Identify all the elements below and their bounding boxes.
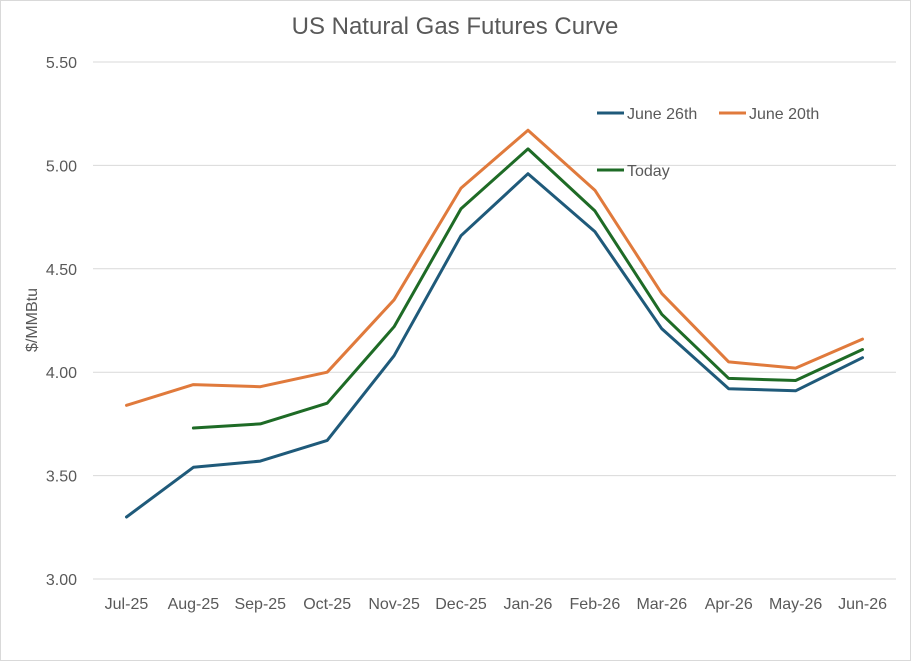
- gridlines: [93, 61, 896, 580]
- x-tick-label: Mar-26: [636, 596, 687, 613]
- y-tick-labels: 3.00 3.50 4.00 4.50 5.00 5.50: [46, 55, 77, 589]
- x-tick-label: Feb-26: [570, 596, 621, 613]
- x-tick-label: Aug-25: [168, 596, 220, 613]
- x-tick-label: Dec-25: [435, 596, 487, 613]
- x-tick-label: Jun-26: [838, 596, 887, 613]
- legend-label-today: Today: [627, 163, 670, 180]
- x-tick-label: Jan-26: [503, 596, 552, 613]
- y-tick-label: 5.50: [46, 55, 77, 72]
- y-tick-label: 4.50: [46, 262, 77, 279]
- x-tick-label: Oct-25: [303, 596, 351, 613]
- legend-label-june-20th: June 20th: [749, 106, 819, 123]
- x-tick-label: Jul-25: [105, 596, 149, 613]
- x-tick-label: May-26: [769, 596, 822, 613]
- series-line-june-26th: [125, 172, 864, 519]
- series-lines: [125, 128, 864, 519]
- x-tick-labels: Jul-25 Aug-25 Sep-25 Oct-25 Nov-25 Dec-25 Jan-…: [105, 596, 887, 613]
- x-tick-label: Sep-25: [234, 596, 286, 613]
- legend: June 26th June 20th Today: [597, 106, 819, 180]
- y-tick-label: 5.00: [46, 158, 77, 175]
- y-tick-label: 4.00: [46, 365, 77, 382]
- legend-label-june-26th: June 26th: [627, 106, 697, 123]
- x-tick-label: Apr-26: [705, 596, 753, 613]
- series-line-june-20th: [125, 128, 864, 407]
- series-line-today: [191, 147, 864, 430]
- y-axis-label: $/MMBtu: [24, 288, 41, 352]
- y-tick-label: 3.00: [46, 572, 77, 589]
- chart-title: US Natural Gas Futures Curve: [292, 13, 619, 40]
- y-tick-label: 3.50: [46, 469, 77, 486]
- x-tick-label: Nov-25: [368, 596, 420, 613]
